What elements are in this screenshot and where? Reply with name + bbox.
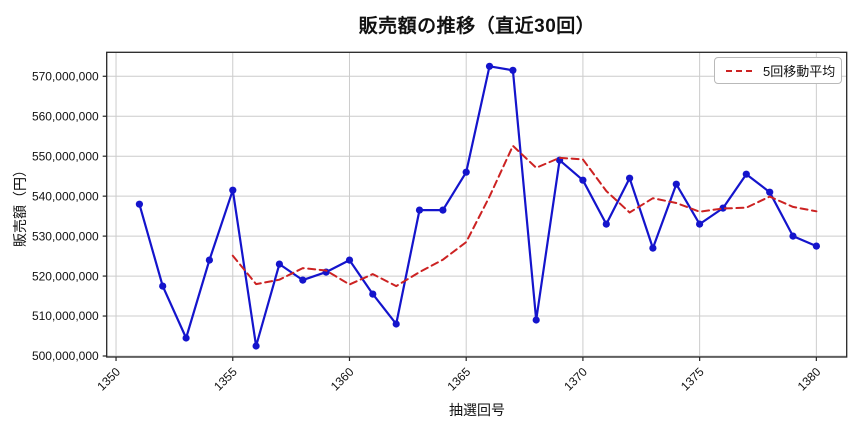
legend-dashed-line-icon [726, 69, 754, 72]
series-line-moving-average [231, 144, 818, 288]
x-tick-label: 1360 [328, 364, 357, 393]
y-tick-label: 510,000,000 [32, 309, 99, 323]
x-tick-label: 1370 [561, 364, 590, 393]
data-point-marker [415, 206, 424, 214]
data-point-marker [135, 200, 143, 208]
y-tick-label: 530,000,000 [32, 229, 99, 243]
x-tick-label: 1365 [445, 364, 474, 393]
y-tick-label: 570,000,000 [32, 69, 99, 83]
data-point-marker [392, 320, 400, 328]
x-tick-label: 1380 [795, 364, 824, 393]
data-point-marker [159, 282, 167, 290]
data-point-marker [509, 66, 517, 74]
data-point-marker [742, 170, 750, 178]
legend-box: 5回移動平均 [714, 57, 842, 84]
y-tick-label: 520,000,000 [32, 269, 99, 283]
data-point-marker [275, 260, 283, 268]
x-axis-title: 抽選回号 [449, 402, 505, 418]
data-point-marker [299, 276, 307, 284]
legend-ma-label: 5回移動平均 [763, 64, 836, 79]
y-tick-label: 550,000,000 [32, 149, 99, 163]
data-point-marker [252, 342, 260, 350]
data-point-marker [345, 256, 354, 264]
y-axis-title: 販売額（円） [12, 163, 28, 247]
data-point-marker [229, 186, 237, 194]
data-point-marker [532, 316, 540, 324]
data-point-marker [462, 168, 470, 176]
y-tick-label: 540,000,000 [32, 189, 99, 203]
data-point-marker [719, 204, 727, 212]
data-point-marker [182, 334, 190, 342]
data-point-marker [602, 220, 610, 228]
data-point-marker [579, 176, 587, 184]
data-point-marker [766, 188, 774, 196]
data-point-marker [696, 220, 704, 228]
data-point-marker [649, 244, 657, 252]
data-point-marker [439, 206, 447, 214]
data-point-marker [205, 256, 213, 264]
x-tick-label: 1375 [678, 364, 707, 393]
chart-title: 販売額の推移（直近30回） [358, 16, 596, 37]
x-tick-label: 1355 [211, 364, 240, 393]
data-point-marker [369, 290, 377, 298]
data-point-marker [626, 174, 634, 182]
data-point-marker [812, 242, 821, 250]
data-point-marker [672, 180, 680, 188]
data-point-marker [789, 232, 797, 240]
data-point-marker [485, 62, 494, 70]
y-tick-label: 500,000,000 [32, 349, 99, 363]
axes-spines [106, 51, 848, 358]
y-tick-label: 560,000,000 [32, 109, 99, 123]
x-tick-label: 1350 [94, 364, 123, 393]
series-line-sales [138, 65, 818, 348]
